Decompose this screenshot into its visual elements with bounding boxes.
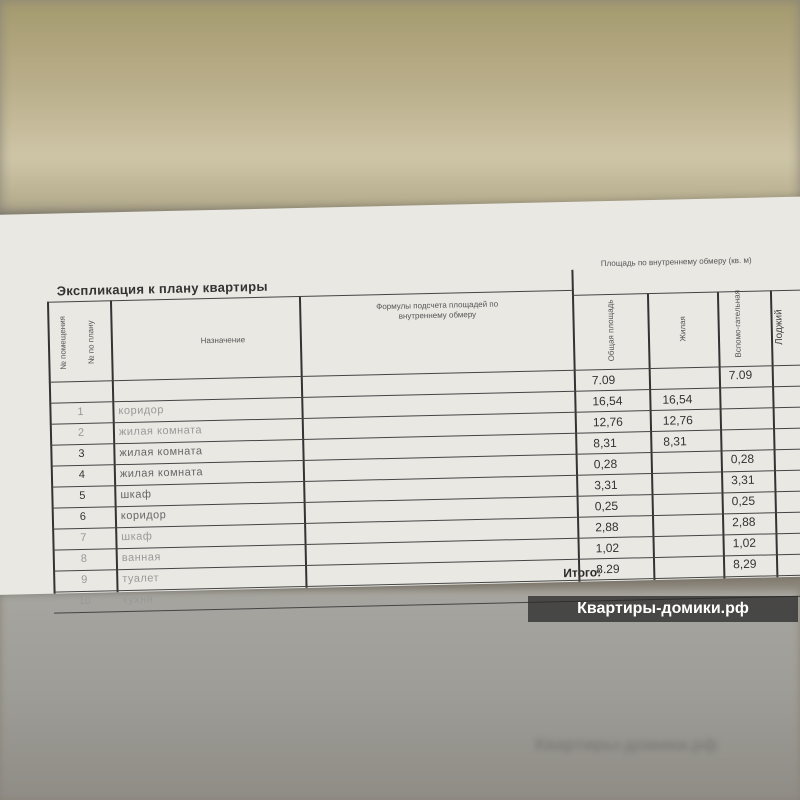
area-group-line [571,289,800,296]
row-divider [53,553,800,572]
document-title: Экспликация к плану квартиры [56,278,268,299]
auxiliary-area-value: 3,31 [731,472,755,488]
room-number: 3 [78,447,85,461]
room-number: 4 [78,468,86,482]
header-total-area: Общая площадь [605,299,616,362]
header-loggia: Лоджий [773,309,786,346]
room-number: 8 [80,552,88,566]
total-area-value: 3,31 [594,477,618,493]
living-area-value: 16,54 [662,392,693,407]
column-divider [571,269,580,582]
room-number: 7 [80,531,87,545]
total-area-value: 8.29 [596,561,620,577]
room-name: ванная [121,551,162,565]
total-area-value: 12,76 [592,414,624,430]
auxiliary-area-value: 0,28 [730,451,755,467]
total-area-value: 1,02 [595,540,620,556]
watermark-ghost: Квартиры-домики.рф [535,735,718,754]
total-area-value: 2,88 [595,519,619,535]
document-paper: Экспликация к плану квартиры Назначение … [0,196,800,614]
blurred-background-bottom [0,590,800,800]
auxiliary-area-value: 0,25 [731,493,756,509]
room-name: кухня [122,593,154,607]
room-number: 6 [79,510,87,524]
header-area-group: Площадь по внутреннему обмеру (кв. м) [600,255,752,269]
total-area-value: 0,25 [594,498,619,514]
blurred-background-top [0,0,800,210]
room-name: жилая комната [119,466,204,481]
living-area-value: 8,31 [663,434,687,449]
header-room-number: № помещения [57,315,69,370]
room-number: 9 [81,573,88,587]
auxiliary-area-value: 2,88 [732,514,756,530]
total-area-value: 0,28 [593,456,618,472]
room-number: 2 [77,426,85,440]
room-name: туалет [122,572,160,586]
auxiliary-area-value: 1,02 [732,535,757,551]
header-auxiliary: Вспомо-гательная [732,289,743,358]
row-divider [48,364,800,383]
room-name: жилая комната [119,445,203,460]
room-name: коридор [118,404,165,418]
room-name: жилая комната [118,424,203,439]
total-area-value: 7.09 [591,372,616,388]
auxiliary-area-value: 7.09 [728,367,753,383]
total-area-value: 8,31 [593,435,617,451]
row-divider [51,490,800,509]
header-plan-number: № по плану [85,320,96,365]
room-number: 1 [77,405,84,419]
room-name: шкаф [121,530,153,544]
room-name: шкаф [120,488,152,502]
room-name: коридор [120,509,167,523]
header-purpose: Назначение [200,335,246,346]
room-number: 10 [78,594,92,608]
auxiliary-area-value: 8,29 [732,556,757,572]
living-area-value: 12,76 [662,413,694,428]
row-divider [52,532,800,551]
header-formulas: Формулы подсчета площадей по внутреннему… [376,299,499,321]
watermark: Квартиры-домики.рф [528,596,798,622]
explication-table: Экспликация к плану квартиры Назначение … [0,196,800,614]
header-living: Жилая [677,316,688,342]
total-area-value: 16,54 [592,393,623,409]
room-number: 5 [79,489,86,503]
